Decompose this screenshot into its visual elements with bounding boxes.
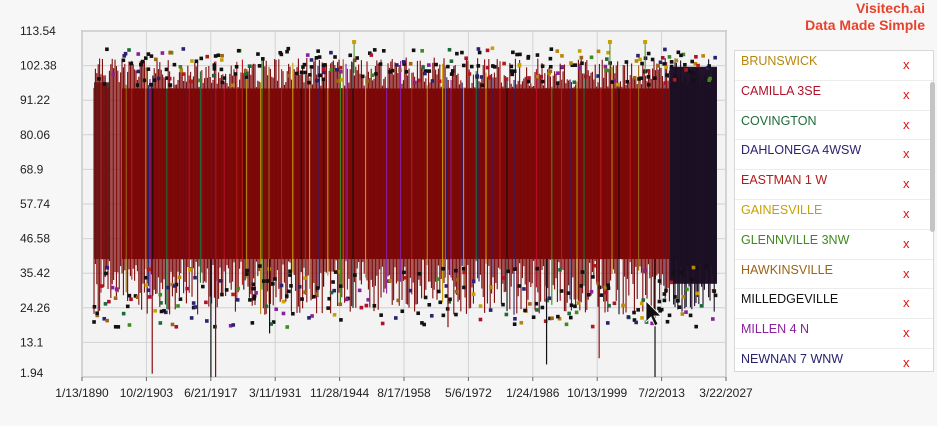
legend-item[interactable]: COVINGTON x (735, 111, 933, 141)
mouse-cursor-icon (645, 300, 662, 327)
legend-item[interactable]: DAHLONEGA 4WSW x (735, 140, 933, 171)
y-tick-label: 102.38 (20, 59, 57, 73)
x-tick-label: 7/2/2013 (638, 386, 685, 400)
brand-name: Visitech.ai (855, 0, 925, 16)
x-tick-label: 1/13/1890 (55, 386, 109, 400)
x-tick-label: 3/11/1931 (249, 386, 302, 400)
y-tick-label: 46.58 (20, 232, 50, 246)
legend-item[interactable]: EASTMAN 1 W x (735, 170, 933, 200)
legend-label: DAHLONEGA 4WSW (741, 143, 862, 158)
legend-item[interactable]: MILLEDGEVILLE x (735, 289, 933, 320)
x-tick-label: 5/6/1972 (445, 386, 492, 400)
brand-tagline: Data Made Simple (805, 17, 925, 33)
legend-item[interactable]: HAWKINSVILLE x (735, 260, 933, 290)
legend-label: MILLEDGEVILLE (741, 292, 839, 307)
legend-label: MILLEN 4 N (741, 322, 810, 337)
legend-item[interactable]: CAMILLA 3SE x (735, 81, 933, 111)
remove-series-button[interactable]: x (903, 86, 910, 102)
y-tick-label: 57.74 (20, 197, 50, 211)
brand-logo: Visitech.ai Data Made Simple (805, 0, 925, 34)
y-tick-label: 24.26 (20, 301, 50, 315)
x-tick-label: 8/17/1958 (377, 386, 431, 400)
y-tick-label: 68.9 (20, 162, 44, 176)
x-tick-label: 10/13/1999 (567, 386, 627, 400)
x-tick-label: 10/2/1903 (120, 386, 174, 400)
plot-area (92, 39, 718, 377)
remove-series-button[interactable]: x (903, 116, 910, 132)
y-tick-label: 113.54 (20, 24, 56, 38)
y-tick-label: 80.06 (20, 128, 50, 142)
legend-label: NEWNAN 7 WNW (741, 351, 844, 366)
remove-series-button[interactable]: x (903, 205, 910, 221)
y-tick-label: 13.1 (20, 335, 44, 349)
remove-series-button[interactable]: x (903, 265, 910, 281)
legend-item[interactable]: BRUNSWICK x (735, 51, 933, 81)
x-tick-label: 11/28/1944 (310, 386, 369, 400)
y-tick-label: 35.42 (20, 266, 50, 280)
legend-item[interactable]: NEWNAN 7 WNW x (735, 349, 933, 371)
legend-item[interactable]: MILLEN 4 N x (735, 319, 933, 349)
remove-series-button[interactable]: x (903, 354, 910, 370)
y-tick-label: 91.22 (20, 93, 50, 107)
legend-label: BRUNSWICK (741, 54, 818, 68)
legend-label: GLENNVILLE 3NW (741, 232, 850, 247)
legend-label: CAMILLA 3SE (741, 83, 821, 98)
remove-series-button[interactable]: x (903, 57, 910, 72)
y-axis: 1.94 13.1 24.26 35.42 46.58 57.74 68.9 80.06 91.… (20, 24, 57, 380)
y-tick-label: 1.94 (20, 366, 44, 380)
legend-label: GAINESVILLE (741, 202, 823, 217)
remove-series-button[interactable]: x (903, 235, 910, 251)
remove-series-button[interactable]: x (903, 295, 910, 311)
remove-series-button[interactable]: x (903, 325, 910, 341)
remove-series-button[interactable]: x (903, 176, 910, 192)
remove-series-button[interactable]: x (903, 146, 910, 162)
x-tick-label: 1/24/1986 (506, 386, 560, 400)
legend-label: COVINGTON (741, 113, 817, 128)
legend-scrollbar[interactable] (930, 82, 935, 232)
x-tick-label: 3/22/2027 (699, 386, 753, 400)
legend-panel: BRUNSWICK x CAMILLA 3SE x COVINGTON x DAHLONEG… (734, 50, 934, 372)
x-axis: 1/13/1890 10/2/1903 6/21/1917 3/11/1931 11/2… (55, 377, 753, 400)
legend-item[interactable]: GLENNVILLE 3NW x (735, 230, 933, 260)
legend-item[interactable]: GAINESVILLE x (735, 200, 933, 230)
legend-label: EASTMAN 1 W (741, 173, 828, 188)
legend-label: HAWKINSVILLE (741, 262, 833, 277)
x-tick-label: 6/21/1917 (184, 386, 238, 400)
